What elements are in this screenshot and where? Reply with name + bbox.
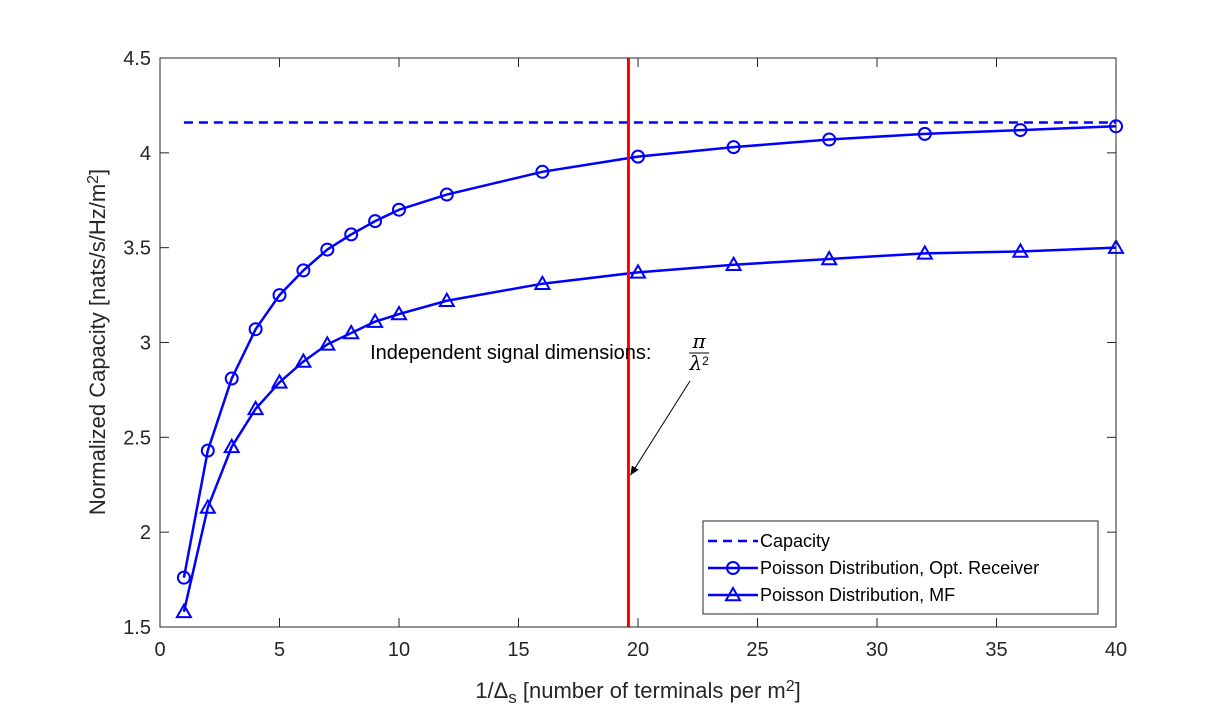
data-point: [270, 373, 289, 389]
data-point: [272, 288, 287, 303]
data-point: [535, 164, 550, 179]
legend-entry-1: Poisson Distribution, Opt. Receiver: [708, 558, 1039, 578]
x-tick-label: 10: [388, 639, 410, 661]
annotation-arrow: [630, 380, 691, 476]
data-point: [1013, 123, 1028, 138]
y-tick-label: 3.5: [123, 238, 151, 260]
y-axis-label: Normalized Capacity [nats/s/Hz/m2]: [85, 169, 110, 515]
data-point: [175, 602, 193, 619]
y-tick-label: 1.5: [123, 617, 151, 639]
annotation-denominator-base: λ: [688, 351, 702, 375]
series-layer: [175, 119, 1125, 619]
series-1: [176, 119, 1123, 585]
data-point: [318, 335, 337, 351]
x-tick-label: 35: [985, 639, 1007, 661]
data-point: [820, 250, 838, 266]
legend-box: [702, 520, 1099, 615]
data-point: [822, 132, 837, 147]
x-tick-label: 30: [866, 639, 888, 661]
data-point: [1011, 242, 1030, 258]
data-point: [631, 149, 645, 164]
x-tick-label: 25: [746, 639, 768, 661]
data-point: [344, 227, 359, 242]
data-point: [917, 126, 932, 141]
x-axis-label-subscript: s: [508, 688, 517, 707]
data-point: [176, 570, 191, 585]
data-point: [248, 322, 263, 337]
legend-label: Poisson Distribution, Opt. Receiver: [760, 558, 1039, 578]
x-axis-label-suffix: ]: [795, 678, 801, 703]
legend-entries: Capacity Poisson Distribution, Opt. Recei…: [708, 531, 1039, 605]
y-axis-label-base: Normalized Capacity [nats/s/Hz/m: [85, 184, 110, 515]
data-point: [200, 443, 215, 458]
x-tick-label: 0: [154, 639, 165, 661]
y-tick-label: 2: [140, 522, 151, 544]
x-tick-label: 5: [274, 639, 285, 661]
x-axis-label-superscript: 2: [786, 678, 795, 695]
y-axis-ticks: 1.5 2 2.5 3 3.5 4 4.5: [123, 48, 1116, 639]
y-axis-label-suffix: ]: [85, 169, 110, 175]
series-2: [175, 238, 1125, 619]
x-axis-ticks: 0 5 10 15 20 25 30 35 40: [154, 58, 1127, 661]
data-point: [320, 242, 335, 257]
legend-label: Poisson Distribution, MF: [760, 585, 955, 605]
y-tick-label: 2.5: [123, 427, 151, 449]
data-point: [366, 312, 384, 328]
x-tick-label: 40: [1105, 639, 1127, 661]
annotation-fraction-denominator: λ2: [688, 351, 709, 375]
data-point: [724, 255, 743, 271]
data-point: [390, 305, 408, 321]
data-point: [294, 352, 313, 368]
data-point: [916, 244, 934, 260]
data-point: [438, 291, 456, 308]
data-point: [199, 498, 217, 514]
data-point: [392, 202, 406, 217]
y-axis-label-superscript: 2: [85, 175, 102, 184]
legend-marker: [726, 561, 740, 575]
legend-entry-2: Poisson Distribution, MF: [708, 585, 955, 605]
data-point: [342, 324, 360, 340]
axes-box: [159, 57, 1117, 628]
x-axis-label: 1/Δs [number of terminals per m2]: [475, 678, 801, 707]
data-point: [224, 371, 239, 386]
data-point: [296, 263, 311, 278]
data-point: [246, 399, 265, 416]
data-point: [533, 274, 552, 290]
series-line-1: [182, 125, 1117, 578]
annotation-fraction-numerator: π: [692, 329, 707, 353]
data-point: [439, 187, 454, 202]
data-point: [368, 214, 383, 229]
x-axis-label-middle: [number of terminals per m: [517, 678, 786, 703]
annotation: Independent signal dimensions: π λ2: [370, 329, 710, 476]
y-tick-label: 3: [140, 333, 151, 355]
legend-entry-0: Capacity: [708, 531, 830, 551]
legend: Capacity Poisson Distribution, Opt. Recei…: [702, 520, 1099, 615]
x-axis-label-prefix: 1/Δ: [475, 678, 508, 703]
annotation-denominator-superscript: 2: [702, 354, 709, 368]
data-point: [629, 263, 647, 279]
legend-marker: [724, 585, 742, 602]
legend-label: Capacity: [760, 531, 830, 551]
y-tick-label: 4: [140, 143, 151, 165]
x-tick-label: 15: [507, 639, 529, 661]
data-point: [222, 437, 241, 454]
series-line-2: [182, 246, 1117, 613]
data-point: [726, 140, 741, 155]
y-tick-label: 4.5: [123, 48, 151, 70]
x-tick-label: 20: [627, 639, 649, 661]
annotation-text: Independent signal dimensions:: [370, 342, 651, 364]
